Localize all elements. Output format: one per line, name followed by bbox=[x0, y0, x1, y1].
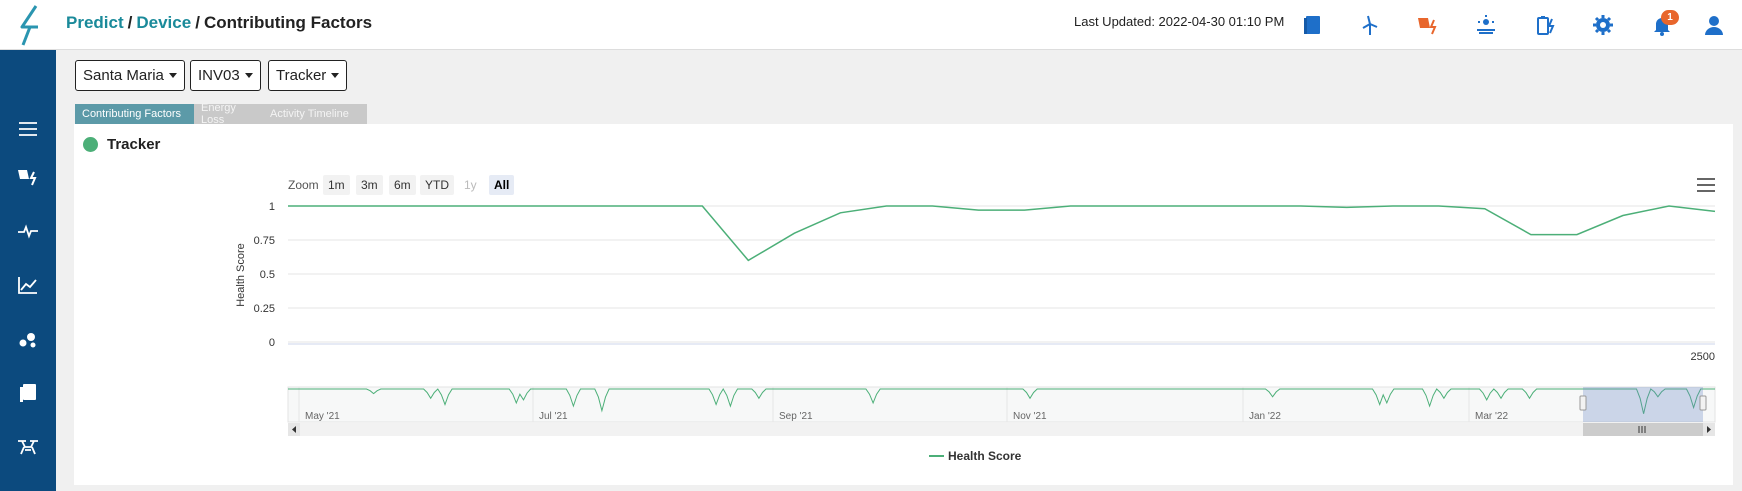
settings-gear-icon[interactable] bbox=[1586, 8, 1620, 42]
bell-icon[interactable]: 1 bbox=[1645, 8, 1679, 42]
wind-turbine-icon[interactable] bbox=[1353, 8, 1387, 42]
line-chart-icon[interactable] bbox=[0, 268, 56, 302]
breadcrumb: Predict / Device / Contributing Factors bbox=[66, 13, 372, 33]
tab-energy-loss[interactable]: Energy Loss bbox=[194, 102, 263, 126]
user-icon[interactable] bbox=[1697, 8, 1731, 42]
site-dropdown[interactable]: Santa Maria bbox=[75, 60, 185, 91]
breadcrumb-predict[interactable]: Predict bbox=[66, 13, 124, 32]
panel-title: Tracker bbox=[107, 136, 161, 153]
caret-down-icon bbox=[168, 73, 177, 78]
breadcrumb-device[interactable]: Device bbox=[136, 13, 192, 32]
chart-menu-icon[interactable] bbox=[1697, 178, 1715, 192]
scatter-icon[interactable] bbox=[0, 322, 56, 356]
menu-icon[interactable] bbox=[0, 112, 56, 146]
zoom-1m-button[interactable]: 1m bbox=[323, 175, 350, 195]
battery-charge-icon[interactable] bbox=[1528, 8, 1562, 42]
tab-contributing-factors[interactable]: Contributing Factors bbox=[75, 104, 194, 124]
documents-icon[interactable] bbox=[0, 376, 56, 410]
factor-dropdown[interactable]: Tracker bbox=[268, 60, 348, 91]
solar-alert-icon[interactable] bbox=[1411, 8, 1445, 42]
app-logo-icon[interactable] bbox=[8, 2, 50, 48]
drone-icon[interactable] bbox=[0, 430, 56, 464]
solar-panel-icon[interactable] bbox=[0, 160, 56, 194]
breadcrumb-separator: / bbox=[127, 13, 133, 32]
solar-sun-icon[interactable] bbox=[1469, 8, 1503, 42]
caret-down-icon bbox=[244, 73, 253, 78]
device-dropdown[interactable]: INV03 bbox=[190, 60, 261, 91]
pulse-icon[interactable] bbox=[0, 214, 56, 248]
zoom-6m-button[interactable]: 6m bbox=[389, 175, 416, 195]
zoom-ytd-button[interactable]: YTD bbox=[420, 175, 454, 195]
factor-dropdown-value: Tracker bbox=[276, 67, 327, 84]
zoom-3m-button[interactable]: 3m bbox=[356, 175, 383, 195]
breadcrumb-separator: / bbox=[195, 13, 200, 32]
status-dot bbox=[83, 137, 98, 152]
breadcrumb-current: Contributing Factors bbox=[203, 13, 373, 32]
device-dropdown-value: INV03 bbox=[198, 67, 240, 84]
book-icon[interactable] bbox=[1296, 8, 1330, 42]
caret-down-icon bbox=[331, 73, 340, 78]
zoom-1y-button[interactable]: 1y bbox=[464, 178, 477, 192]
last-updated-text: Last Updated: 2022-04-30 01:10 PM bbox=[1074, 14, 1285, 29]
zoom-all-button[interactable]: All bbox=[489, 175, 515, 195]
sidebar bbox=[0, 50, 56, 491]
site-dropdown-value: Santa Maria bbox=[83, 67, 164, 84]
notification-badge: 1 bbox=[1661, 10, 1679, 25]
zoom-label: Zoom bbox=[288, 178, 319, 192]
top-bar: Predict / Device / Contributing Factors Last… bbox=[0, 0, 1742, 50]
tab-activity-timeline[interactable]: Activity Timeline bbox=[263, 104, 367, 124]
